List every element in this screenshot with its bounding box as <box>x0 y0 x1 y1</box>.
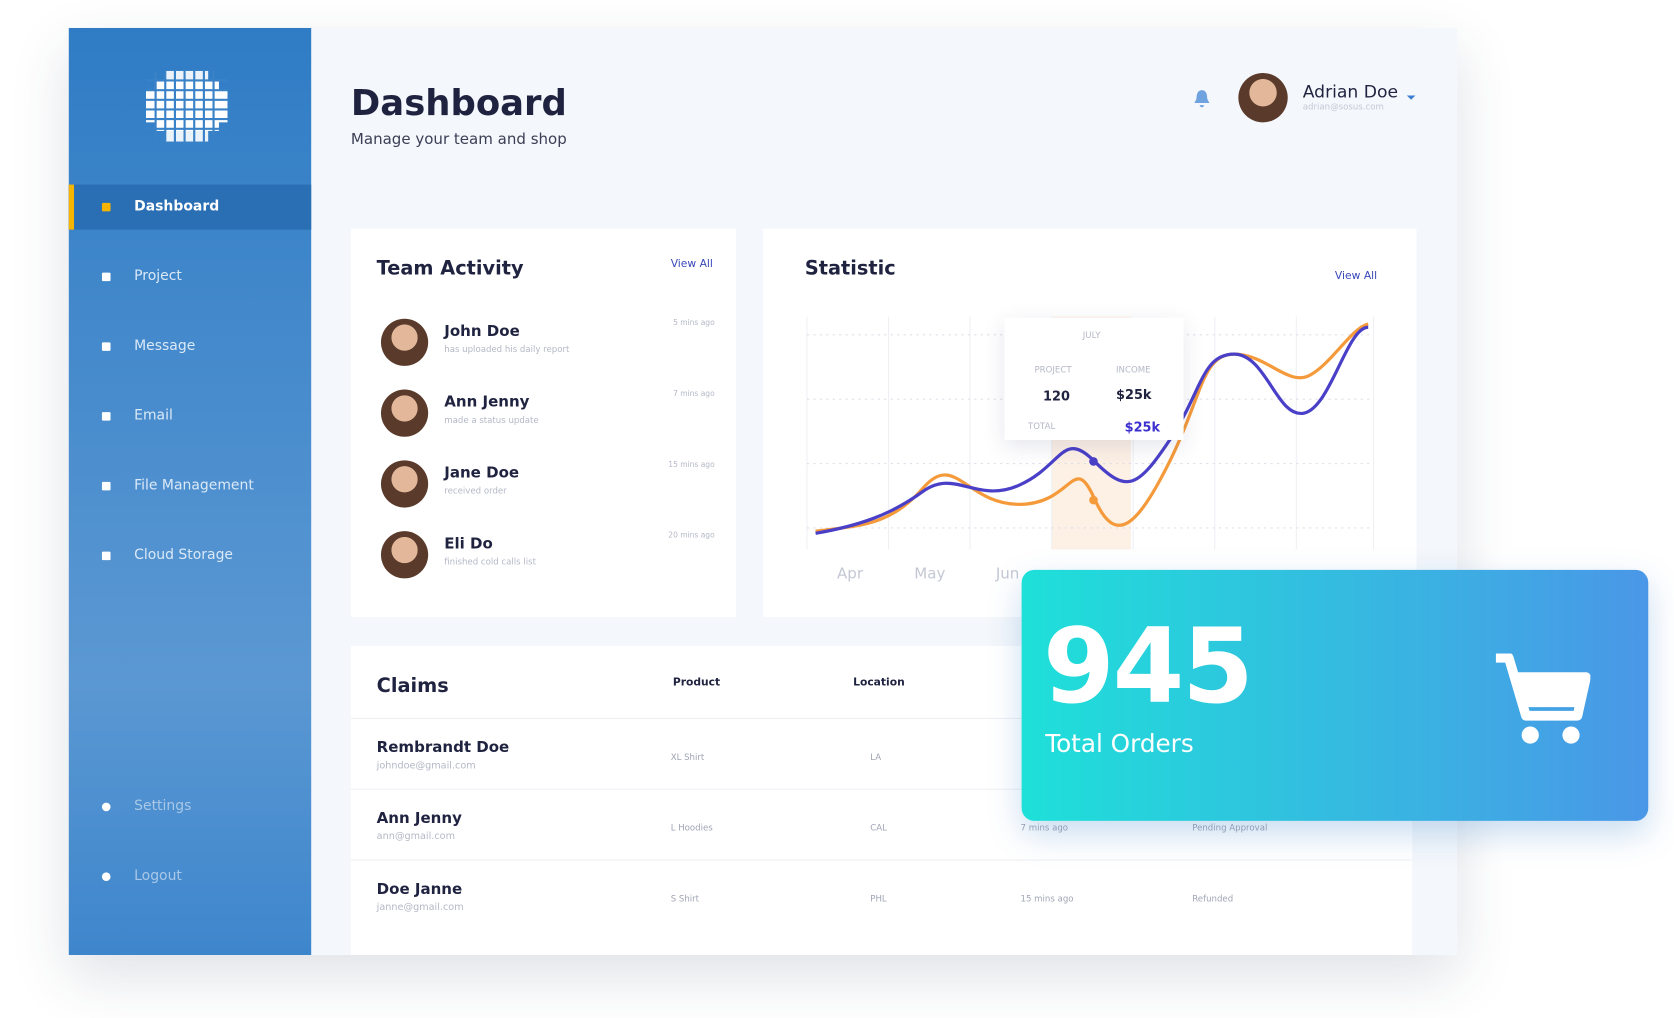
cell-location: LA <box>870 752 882 762</box>
claimant-name: Rembrandt Doe <box>376 739 510 757</box>
activity-time: 5 mins ago <box>673 318 715 328</box>
nav-item[interactable]: Email <box>69 394 312 439</box>
activity-time: 20 mins ago <box>668 531 715 540</box>
nav-item[interactable]: Cloud Storage <box>69 533 312 578</box>
nav-item[interactable]: File Management <box>69 464 312 509</box>
card-title: Statistic <box>804 257 896 281</box>
nav-item[interactable]: Message <box>69 324 312 369</box>
row-divider <box>350 717 1413 719</box>
orders-value: 945 <box>1043 606 1254 727</box>
member-action: made a status update <box>444 415 539 425</box>
cell-time: 15 mins ago <box>1020 893 1074 904</box>
activity-time: 7 mins ago <box>673 389 715 399</box>
cell-product: XL Shirt <box>670 752 705 762</box>
member-action: finished cold calls list <box>444 556 536 567</box>
user-name[interactable]: Adrian Doe <box>1302 81 1399 102</box>
member-name: John Doe <box>444 323 520 341</box>
month-label: May <box>914 565 946 583</box>
tooltip: JULY PROJECT INCOME 120 $25k TOTAL $25k <box>1004 317 1184 440</box>
team-activity-card: Team Activity View All John Doe has uploa… <box>350 228 737 618</box>
month-label: Jun <box>995 565 1020 583</box>
avatar <box>380 389 429 437</box>
tooltip-project: 120 <box>1043 388 1070 404</box>
sidebar: Dashboard Project Message Email File Man… <box>68 27 312 956</box>
nav-label: Settings <box>134 798 192 815</box>
column-header: Product <box>672 677 721 689</box>
tooltip-income: $25k <box>1116 387 1152 403</box>
view-all-link[interactable]: View All <box>670 258 713 271</box>
nav-item[interactable]: Project <box>69 254 312 299</box>
row-divider <box>350 859 1413 861</box>
nav-label: Dashboard <box>134 198 220 215</box>
column-header: Location <box>853 677 905 689</box>
cell-status: Pending Approval <box>1192 823 1268 833</box>
card-title: Team Activity <box>376 257 524 281</box>
cell-time: 7 mins ago <box>1020 823 1069 833</box>
nav-item[interactable]: Settings <box>69 784 312 829</box>
total-orders-card: 945 Total Orders <box>1021 569 1649 821</box>
claimant-email: johndoe@gmail.com <box>376 760 476 772</box>
claimant-name: Ann Jenny <box>376 810 462 828</box>
nav-label: Project <box>134 268 182 285</box>
tooltip-month: JULY <box>1082 330 1101 341</box>
page-subtitle: Manage your team and shop <box>350 130 567 149</box>
nav-item[interactable]: Logout <box>69 854 312 899</box>
nav-label: Cloud Storage <box>134 547 234 564</box>
claimant-email: janne@gmail.com <box>376 902 464 914</box>
claimant-name: Doe Janne <box>376 881 463 899</box>
cell-location: PHL <box>870 893 887 904</box>
tooltip-label: PROJECT <box>1034 364 1072 375</box>
nav-label: File Management <box>134 477 254 494</box>
cart-icon <box>1495 653 1591 744</box>
card-title: Claims <box>376 674 449 698</box>
project-line <box>815 325 1369 535</box>
nav-label: Message <box>134 338 196 355</box>
cell-product: L Hoodies <box>670 823 713 833</box>
member-action: received order <box>444 486 507 496</box>
avatar <box>380 531 429 579</box>
month-label: Apr <box>837 565 864 583</box>
row-divider <box>350 788 1413 790</box>
point-marker <box>1089 495 1098 505</box>
statistic-card: Statistic View All Apr May Jun JULY PROJ… <box>762 228 1417 618</box>
member-name: Eli Do <box>444 535 493 553</box>
claimant-email: ann@gmail.com <box>376 831 456 843</box>
view-all-link[interactable]: View All <box>1334 270 1378 283</box>
nav-label: Email <box>134 407 173 424</box>
tooltip-total: $25k <box>1124 419 1161 435</box>
cell-location: CAL <box>870 823 887 833</box>
nav-item[interactable]: Dashboard <box>68 184 312 230</box>
bell-icon[interactable] <box>1191 88 1212 109</box>
member-action: has uploaded his daily report <box>444 344 570 355</box>
nav-label: Logout <box>134 868 182 885</box>
user-avatar[interactable] <box>1238 72 1288 123</box>
tooltip-label: TOTAL <box>1028 421 1056 432</box>
logo <box>145 70 228 142</box>
activity-time: 15 mins ago <box>668 460 715 469</box>
cell-product: S Shirt <box>670 893 700 904</box>
orders-label: Total Orders <box>1045 730 1194 759</box>
user-email: adrian@sosus.com <box>1302 101 1384 112</box>
point-marker <box>1089 457 1098 466</box>
avatar <box>380 460 429 508</box>
income-line <box>815 322 1369 533</box>
tooltip-label: INCOME <box>1116 364 1151 375</box>
avatar <box>380 318 429 366</box>
member-name: Ann Jenny <box>444 393 530 411</box>
member-name: Jane Doe <box>444 464 520 482</box>
page-title: Dashboard <box>350 81 567 124</box>
cell-status: Refunded <box>1192 893 1234 904</box>
dropdown-caret[interactable] <box>1406 94 1417 100</box>
